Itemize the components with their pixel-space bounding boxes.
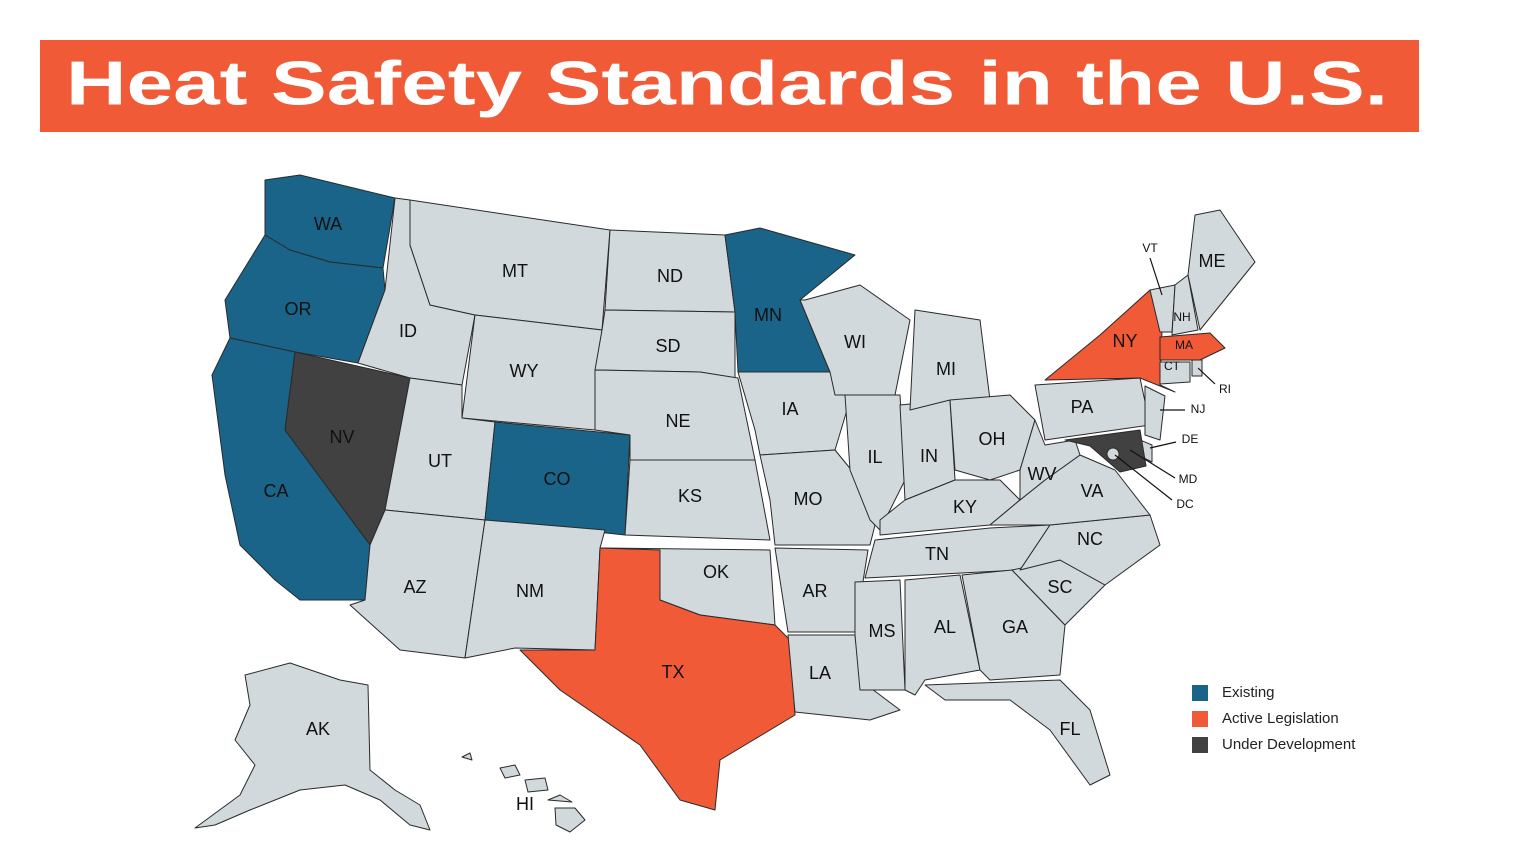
state-label: RI bbox=[1219, 382, 1231, 396]
state-label: TX bbox=[661, 662, 684, 682]
state-label: VA bbox=[1081, 481, 1104, 501]
state-label: SD bbox=[655, 336, 680, 356]
state-shape bbox=[519, 547, 796, 811]
state-shape bbox=[1159, 332, 1226, 361]
state-shape bbox=[1187, 209, 1256, 331]
state-shape bbox=[547, 794, 573, 803]
state-label: AK bbox=[306, 719, 330, 739]
state-label: NH bbox=[1173, 310, 1190, 324]
state-shape bbox=[924, 679, 1111, 786]
state-shape bbox=[1171, 274, 1199, 336]
state-label: VT bbox=[1142, 241, 1158, 255]
state-shape bbox=[461, 752, 473, 761]
state-shape bbox=[624, 459, 771, 541]
state-shape bbox=[1106, 447, 1120, 461]
state-label: MI bbox=[936, 359, 956, 379]
state-shape bbox=[1144, 385, 1166, 441]
title: Heat Safety Standards in the U.S. bbox=[66, 49, 1388, 118]
state-label: CA bbox=[263, 481, 288, 501]
state-label: MO bbox=[794, 489, 823, 509]
state-label: ME bbox=[1199, 251, 1226, 271]
state-label: AL bbox=[934, 617, 956, 637]
legend-label: Under Development bbox=[1222, 736, 1356, 753]
label-leader bbox=[1114, 454, 1173, 501]
state-label: NV bbox=[329, 427, 354, 447]
state-label: IA bbox=[781, 399, 798, 419]
label-leader bbox=[1149, 441, 1177, 449]
state-shape bbox=[499, 764, 521, 779]
state-label: MA bbox=[1175, 338, 1193, 352]
label-leader bbox=[1197, 367, 1216, 385]
state-label: PA bbox=[1071, 397, 1094, 417]
state-label: CT bbox=[1164, 359, 1181, 373]
state-label: WV bbox=[1028, 464, 1057, 484]
legend-swatch bbox=[1192, 737, 1208, 753]
state-label: KS bbox=[678, 486, 702, 506]
state-label: WI bbox=[844, 332, 866, 352]
state-label: NM bbox=[516, 581, 544, 601]
state-shape bbox=[854, 579, 906, 691]
label-leader bbox=[1129, 449, 1176, 479]
state-label: NJ bbox=[1191, 402, 1206, 416]
legend-swatch bbox=[1192, 711, 1208, 727]
state-label: DE bbox=[1182, 432, 1199, 446]
state-shape bbox=[524, 777, 549, 793]
state-label: IN bbox=[920, 446, 938, 466]
legend-label: Active Legislation bbox=[1222, 710, 1339, 727]
label-leader bbox=[1149, 257, 1163, 296]
state-shape bbox=[554, 807, 586, 833]
state-label: TN bbox=[925, 544, 949, 564]
states bbox=[194, 174, 1256, 833]
state-label: DC bbox=[1176, 497, 1194, 511]
state-label: MS bbox=[869, 621, 896, 641]
state-label: FL bbox=[1059, 719, 1080, 739]
state-label: WA bbox=[314, 214, 342, 234]
state-shape bbox=[194, 662, 431, 831]
state-label: GA bbox=[1002, 617, 1028, 637]
legend: Existing Active Legislation Under Developm… bbox=[1192, 684, 1356, 753]
state-shape bbox=[1019, 419, 1081, 501]
state-label: HI bbox=[516, 794, 534, 814]
state-label: AR bbox=[802, 581, 827, 601]
legend-label: Existing bbox=[1222, 684, 1275, 701]
state-label: WY bbox=[510, 361, 539, 381]
state-shape bbox=[1159, 361, 1191, 385]
state-shape bbox=[1191, 359, 1203, 377]
title-banner bbox=[40, 40, 1419, 132]
state-label: ND bbox=[657, 266, 683, 286]
state-shape bbox=[904, 574, 981, 696]
state-label: MT bbox=[502, 261, 528, 281]
state-label: OR bbox=[285, 299, 312, 319]
state-label: KY bbox=[953, 497, 977, 517]
state-label: SC bbox=[1047, 577, 1072, 597]
state-label: OK bbox=[703, 562, 729, 582]
state-label: CO bbox=[544, 469, 571, 489]
state-label: UT bbox=[428, 451, 452, 471]
state-label: ID bbox=[399, 321, 417, 341]
state-label: MN bbox=[754, 305, 782, 325]
state-label: LA bbox=[809, 663, 831, 683]
state-shape bbox=[879, 479, 1021, 536]
state-label: MD bbox=[1179, 472, 1198, 486]
state-label: NE bbox=[665, 411, 690, 431]
state-label: IL bbox=[867, 447, 882, 467]
state-label: NY bbox=[1112, 331, 1137, 351]
state-shape bbox=[759, 449, 881, 546]
state-label: OH bbox=[979, 429, 1006, 449]
state-label: NC bbox=[1077, 529, 1103, 549]
state-labels: WA OR CA NV ID MT WY UT CO AZ NM ND SD NE KS OK TX MN IA MO… bbox=[263, 214, 1231, 814]
legend-swatch bbox=[1192, 685, 1208, 701]
state-label: AZ bbox=[403, 577, 426, 597]
